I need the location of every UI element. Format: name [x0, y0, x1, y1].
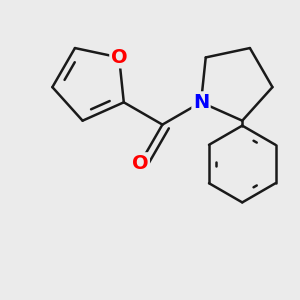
Text: N: N — [193, 93, 209, 112]
Text: O: O — [132, 154, 148, 173]
Text: O: O — [111, 48, 128, 67]
